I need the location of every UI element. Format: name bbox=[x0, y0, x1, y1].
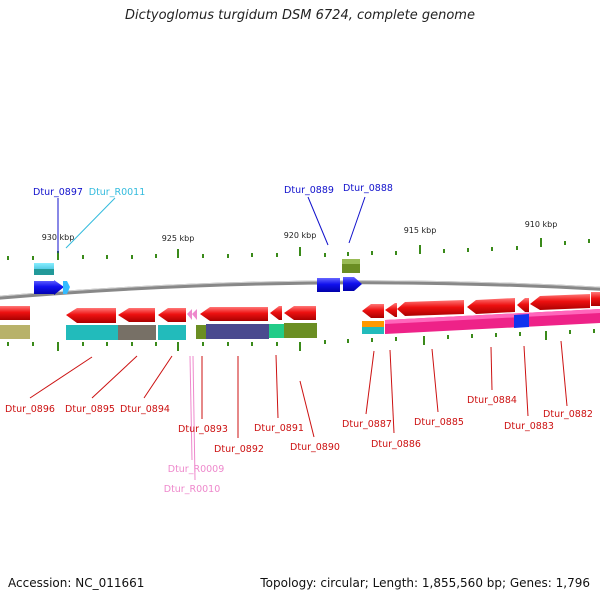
gene-arrow-Dtur_0896[interactable] bbox=[0, 306, 30, 320]
gene-box-olive-0892[interactable] bbox=[196, 325, 206, 339]
tick-label-915: 915 kbp bbox=[404, 226, 437, 235]
lower-tick-row bbox=[7, 329, 595, 351]
gene-arrow-Dtur_0890[interactable] bbox=[284, 306, 316, 320]
label-Dtur_0893[interactable]: Dtur_0893 bbox=[178, 424, 228, 435]
label-Dtur_0887[interactable]: Dtur_0887 bbox=[342, 419, 392, 430]
gene-box-grey[interactable] bbox=[118, 325, 156, 340]
gene-box-cyan-0887[interactable] bbox=[362, 327, 384, 334]
label-Dtur_0883[interactable]: Dtur_0883 bbox=[504, 421, 554, 432]
gene-arrow-Dtur_0889[interactable] bbox=[317, 278, 340, 292]
label-Dtur_R0009[interactable]: Dtur_R0009 bbox=[168, 464, 225, 475]
gene-arrow-Dtur_0883[interactable] bbox=[517, 298, 529, 312]
gene-arrow-Dtur_0884[interactable] bbox=[467, 298, 515, 314]
gene-box-khaki[interactable] bbox=[0, 325, 30, 339]
tick-label-920: 920 kbp bbox=[284, 231, 317, 240]
gene-box-green[interactable] bbox=[269, 324, 284, 338]
gene-arrow-Dtur_0893[interactable] bbox=[158, 308, 186, 322]
genome-summary-text: Topology: circular; Length: 1,855,560 bp… bbox=[260, 576, 590, 590]
gene-arrow-Dtur_0897[interactable] bbox=[34, 280, 64, 295]
gene-box-magenta-light bbox=[385, 309, 600, 324]
label-Dtur_0891[interactable]: Dtur_0891 bbox=[254, 423, 304, 434]
label-Dtur_0884[interactable]: Dtur_0884 bbox=[467, 395, 517, 406]
rna-arrow-Dtur_R0010[interactable] bbox=[192, 309, 197, 320]
label-Dtur_0892[interactable]: Dtur_0892 bbox=[214, 444, 264, 455]
label-Dtur_R0010[interactable]: Dtur_R0010 bbox=[164, 484, 221, 495]
gene-box-cyan-shade bbox=[34, 269, 54, 275]
label-Dtur_R0011[interactable]: Dtur_R0011 bbox=[89, 187, 146, 198]
label-Dtur_0896[interactable]: Dtur_0896 bbox=[5, 404, 55, 415]
gene-arrow-Dtur_0895[interactable] bbox=[66, 308, 116, 323]
gene-arrow-Dtur_0892[interactable] bbox=[200, 307, 268, 321]
tick-label-925: 925 kbp bbox=[162, 234, 195, 243]
scale-labels: 930 kbp 925 kbp 920 kbp 915 kbp 910 kbp bbox=[42, 220, 558, 243]
label-Dtur_0894[interactable]: Dtur_0894 bbox=[120, 404, 170, 415]
gene-arrow-Dtur_0888[interactable] bbox=[343, 277, 362, 291]
label-Dtur_0897[interactable]: Dtur_0897 bbox=[33, 187, 83, 198]
label-Dtur_0885[interactable]: Dtur_0885 bbox=[414, 417, 464, 428]
gene-box-blue-domain[interactable] bbox=[514, 314, 529, 328]
gene-box-cyan-0895[interactable] bbox=[66, 325, 118, 340]
label-Dtur_0882[interactable]: Dtur_0882 bbox=[543, 409, 593, 420]
gene-box-olive-0890[interactable] bbox=[284, 323, 317, 338]
label-Dtur_0895[interactable]: Dtur_0895 bbox=[65, 404, 115, 415]
genome-backbone-highlight bbox=[0, 280, 600, 297]
gene-arrow-Dtur_0891[interactable] bbox=[270, 306, 282, 320]
gene-arrow-Dtur_0894[interactable] bbox=[118, 308, 155, 322]
gene-arrow-Dtur_0882[interactable] bbox=[530, 294, 590, 310]
gene-arrow-Dtur_0887[interactable] bbox=[362, 304, 384, 318]
accession-text: Accession: NC_011661 bbox=[8, 576, 145, 590]
gene-arrow-Dtur_0885[interactable] bbox=[397, 300, 464, 316]
leader-lines bbox=[29, 196, 568, 481]
label-Dtur_0886[interactable]: Dtur_0886 bbox=[371, 439, 421, 450]
rna-arrow-Dtur_R0009[interactable] bbox=[187, 309, 192, 320]
gene-box-olive-shade bbox=[342, 259, 360, 264]
gene-box-cyan-0893[interactable] bbox=[158, 325, 186, 340]
trna-arrow-Dtur_R0011[interactable] bbox=[63, 281, 70, 294]
gene-box-navy[interactable] bbox=[206, 324, 269, 339]
map-title: Dictyoglomus turgidum DSM 6724, complete… bbox=[125, 8, 475, 23]
label-Dtur_0888[interactable]: Dtur_0888 bbox=[343, 183, 393, 194]
label-Dtur_0889[interactable]: Dtur_0889 bbox=[284, 185, 334, 196]
label-Dtur_0890[interactable]: Dtur_0890 bbox=[290, 442, 340, 453]
gene-arrow-Dtur_0886[interactable] bbox=[385, 303, 397, 317]
genome-backbone bbox=[0, 280, 600, 300]
gene-arrow-tail-right[interactable] bbox=[591, 292, 600, 306]
tick-label-910: 910 kbp bbox=[525, 220, 558, 229]
gene-box-orange[interactable] bbox=[362, 321, 384, 327]
upper-tick-row bbox=[7, 238, 590, 260]
